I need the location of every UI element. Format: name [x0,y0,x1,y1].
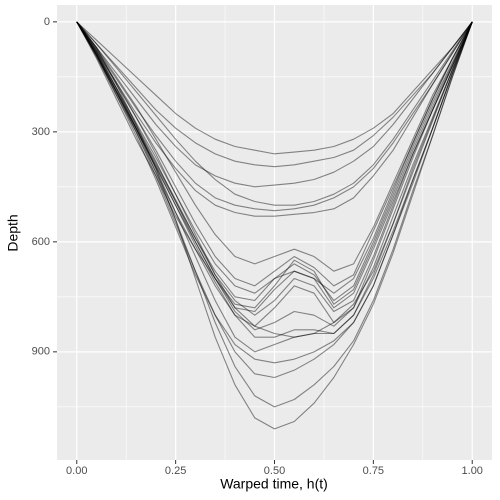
series-line [76,21,473,188]
series-line [76,21,473,309]
series-line [76,21,473,272]
y-tick-label: 900 [32,346,50,358]
series-line [76,21,473,430]
series-line [76,21,473,408]
series-line [76,21,473,313]
series-line [76,21,473,353]
series-line [76,21,473,379]
y-tick-label: 0 [44,16,50,28]
y-tick-label: 600 [32,236,50,248]
lines [76,21,473,430]
series-line [76,21,473,287]
series-line [76,21,473,217]
series-line [76,21,473,302]
series-line [76,21,473,338]
x-tick-label: 0.00 [66,465,87,477]
series-line [76,21,473,364]
series-line [76,21,473,331]
x-axis-title: Warped time, h(t) [220,476,328,492]
y-axis-title: Depth [5,214,21,251]
y-tick-label: 300 [32,126,50,138]
x-tick-label: 0.50 [264,465,285,477]
series-line [76,21,473,155]
series-line [76,21,473,212]
series-line [76,21,473,294]
x-tick-label: 0.75 [363,465,384,477]
series-line [76,21,473,338]
series-line [76,21,473,206]
x-tick-label: 1.00 [462,465,483,477]
axes: 0.00 0.25 0.50 0.75 1.00 0 300 600 900 [32,16,483,477]
series-line [76,21,473,316]
x-tick-label: 0.25 [165,465,186,477]
series-line [76,21,473,327]
grid [57,5,492,460]
series-line [76,21,473,168]
